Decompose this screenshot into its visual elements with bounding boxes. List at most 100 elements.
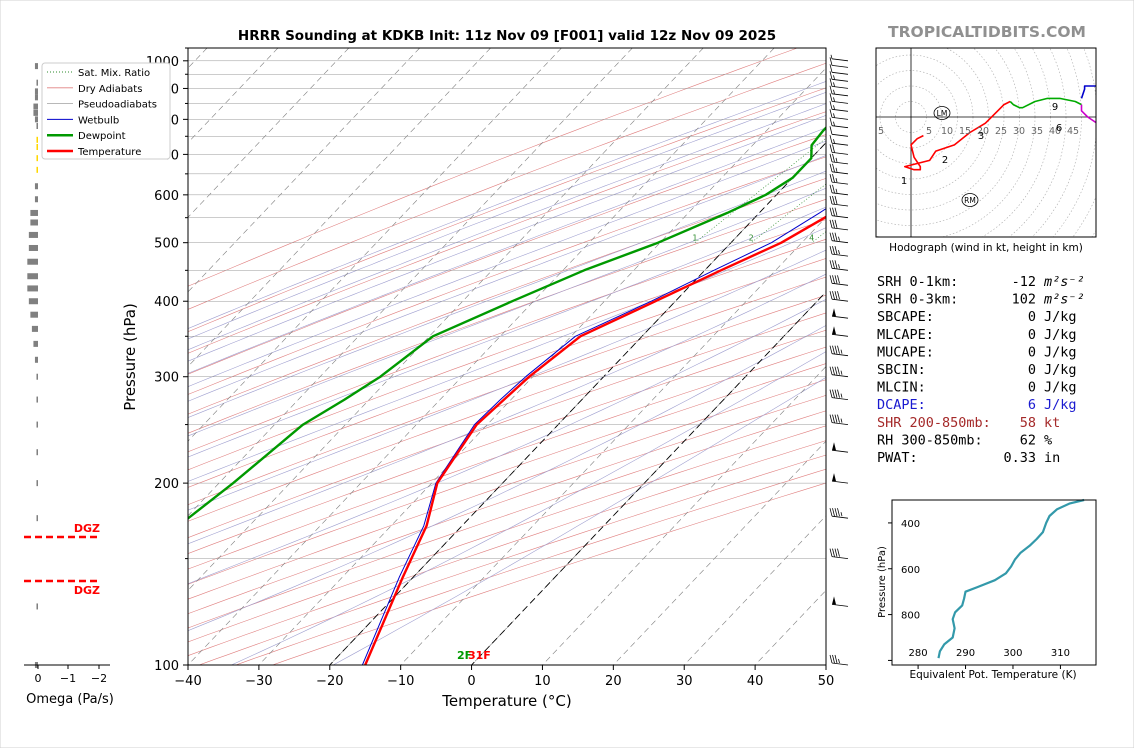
skewt-legend: Sat. Mix. Ratio Dry Adiabats Pseudoadiabat… (41, 62, 171, 160)
wind-barb (829, 389, 849, 400)
barb-full-flag (837, 508, 840, 517)
omega-bar (33, 340, 38, 347)
param-unit: m²s⁻² (1043, 274, 1085, 290)
wind-barb (831, 473, 849, 484)
wind-barb (829, 654, 849, 666)
barb-full-flag (829, 548, 833, 557)
barb-full-flag (832, 207, 835, 216)
skewt-x-axis-label: Temperature (°C) (441, 692, 571, 710)
theta-e-x-label: Equivalent Pot. Temperature (K) (909, 669, 1076, 681)
barb-half-flag (833, 105, 835, 110)
barb-full-flag (832, 345, 835, 354)
barb-half-flag (833, 75, 835, 80)
barb-full-flag (834, 389, 838, 398)
theta-e-line (937, 498, 1085, 659)
barb-full-flag (829, 291, 833, 300)
moist-adiabat-line (188, 115, 826, 362)
barb-staff (831, 93, 849, 97)
barb-full-flag (829, 126, 833, 135)
wind-barb (829, 291, 849, 302)
wind-barb (829, 163, 849, 175)
x-tick-label: 0 (467, 674, 475, 689)
barb-staff (831, 353, 849, 357)
barb-full-flag (837, 291, 840, 300)
barb-staff (831, 117, 849, 120)
hodograph-trace (1080, 85, 1096, 99)
x-tick-label: −40 (174, 674, 201, 689)
barb-staff (831, 58, 849, 62)
wind-barb (829, 93, 849, 104)
omega-bar (36, 480, 38, 487)
barb-full-flag (837, 548, 840, 557)
surface-dewpoint-label: 2F (457, 649, 472, 662)
barb-pennant (832, 473, 836, 482)
omega-bar (34, 116, 38, 123)
hodograph-height-label: 1 (901, 176, 907, 187)
barb-staff (831, 240, 849, 244)
param-value: 62 (1020, 432, 1036, 448)
skewt-frame (187, 47, 827, 666)
mixing-ratio-label: 1 (692, 234, 697, 243)
barb-full-flag (834, 654, 838, 664)
dry-adiabat-line (188, 238, 826, 471)
barb-full-flag (832, 654, 835, 664)
hodograph-trace (1009, 97, 1082, 109)
barb-staff (831, 215, 849, 219)
barb-staff (831, 422, 849, 425)
wind-barb (829, 153, 849, 165)
omega-bar (36, 449, 38, 456)
barb-staff (831, 374, 849, 378)
barb-full-flag (829, 174, 833, 183)
omega-bar (30, 209, 38, 216)
barb-full-flag (832, 366, 835, 375)
omega-bar (36, 155, 38, 162)
barb-full-flag (832, 144, 835, 153)
param-unit: J/kg (1044, 397, 1077, 413)
isotherm-line (188, 48, 491, 367)
barb-half-flag (838, 236, 840, 241)
hodograph-ring-label: 35 (1031, 126, 1043, 137)
omega-bar (34, 94, 38, 101)
barb-half-flag (833, 139, 835, 144)
right-mover-marker (961, 193, 979, 207)
barb-staff (831, 152, 849, 155)
hodograph-height-label: 2 (942, 155, 948, 166)
barb-full-flag (829, 654, 833, 664)
barb-full-flag (829, 195, 833, 205)
dry-adiabat-line (188, 111, 826, 354)
theta-x-tick-label: 280 (909, 648, 928, 659)
barb-full-flag (834, 366, 838, 375)
barb-full-flag (829, 260, 833, 269)
isotherm-line (188, 48, 562, 442)
param-value: -12 (1012, 274, 1036, 290)
omega-bar (36, 603, 38, 610)
barb-full-flag (829, 232, 833, 241)
moist-adiabat-line (188, 227, 826, 482)
wind-barb (829, 57, 849, 68)
dry-adiabat-line (188, 258, 826, 488)
skewt-background-lines: 1246810131620243036 (188, 48, 826, 665)
theta-x-tick-label: 290 (956, 648, 975, 659)
barb-full-flag (832, 414, 835, 423)
barb-full-flag (829, 109, 833, 118)
wind-barb (829, 275, 849, 286)
skewt-y-axis-label: Pressure (hPa) (121, 303, 139, 411)
barb-full-flag (832, 163, 835, 172)
dry-adiabat-line (188, 156, 826, 395)
theta-x-tick-label: 310 (1051, 648, 1070, 659)
omega-bars (27, 63, 38, 668)
barb-pennant (832, 308, 836, 317)
dgz-label-top: DGZ (74, 522, 100, 535)
barb-full-flag (834, 207, 838, 216)
barb-full-flag (834, 260, 838, 269)
surface-temp-label: 31F (468, 649, 491, 662)
wind-barb (829, 508, 849, 519)
theta-y-tick-label: 800 (901, 611, 920, 622)
barb-full-flag (829, 57, 833, 66)
moist-adiabat-line (188, 127, 826, 374)
hodograph-ring-label: 15 (959, 126, 971, 137)
barb-full-flag (837, 414, 840, 423)
barb-half-flag (840, 370, 843, 375)
barb-staff (831, 86, 849, 89)
wind-barb (829, 64, 849, 75)
